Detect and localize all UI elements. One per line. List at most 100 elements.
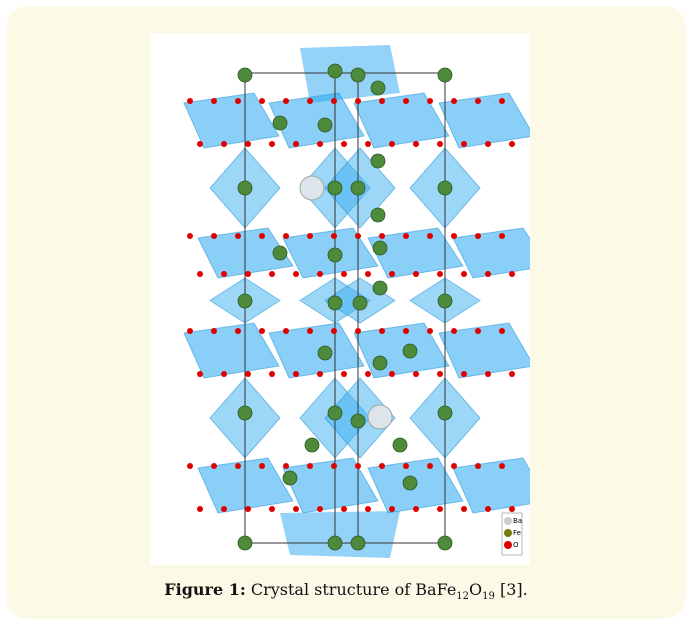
o-atom [221,141,227,147]
fe-atom [273,246,287,260]
o-atom [365,506,371,512]
o-atom [197,271,203,277]
o-atom [221,271,227,277]
fe-atom [371,154,385,168]
fe-atom [328,406,342,420]
o-atom [307,233,313,239]
o-atom [211,463,217,469]
o-atom [485,271,491,277]
o-atom [283,328,289,334]
o-atom [437,506,443,512]
o-atom [331,463,337,469]
o-atom [389,506,395,512]
o-atom [461,506,467,512]
fe-atom [318,346,332,360]
o-atom [259,463,265,469]
o-atom [283,463,289,469]
o-atom [197,141,203,147]
fe-atom [238,406,252,420]
caption-text: O [469,580,482,599]
fe-atom [273,116,287,130]
fe-atom [328,64,342,78]
o-atom [403,463,409,469]
o-atom [341,141,347,147]
o-atom [283,233,289,239]
polyhedron [453,228,530,278]
o-atom [403,98,409,104]
o-atom [245,371,251,377]
o-atom [485,506,491,512]
o-atom [245,141,251,147]
fe-atom [353,296,367,310]
o-atom [293,371,299,377]
o-atom [245,271,251,277]
o-atom [451,98,457,104]
o-atom [509,371,515,377]
caption-text: Crystal structure of BaFe [251,580,456,599]
legend-label: Ba [513,517,522,525]
o-atom [355,328,361,334]
o-atom [269,271,275,277]
polyhedron [283,458,378,513]
o-atom [221,506,227,512]
o-atom [461,371,467,377]
o-atom [293,271,299,277]
o-atom [403,328,409,334]
fe-atom [403,476,417,490]
fe-atom [373,281,387,295]
fe-atom [438,294,452,308]
ba-atom [300,176,324,200]
o-atom [187,328,193,334]
crystal-art [184,45,530,558]
o-atom [437,141,443,147]
o-atom [355,233,361,239]
o-atom [427,328,433,334]
o-atom [317,271,323,277]
o-atom [451,463,457,469]
o-atom [197,371,203,377]
fe-atom [238,68,252,82]
polyhedron [453,458,530,513]
o-atom [389,371,395,377]
o-atom [509,506,515,512]
o-atom [235,98,241,104]
polyhedron [300,45,400,103]
o-atom [365,271,371,277]
o-atom [427,98,433,104]
o-atom [365,141,371,147]
o-atom [499,233,505,239]
o-atom [403,233,409,239]
o-atom [509,141,515,147]
legend-label: O [513,541,519,549]
o-atom [451,328,457,334]
o-atom [235,233,241,239]
o-atom [485,371,491,377]
fe-atom [438,406,452,420]
fe-atom [373,356,387,370]
o-atom [379,328,385,334]
o-atom [293,141,299,147]
o-atom [221,371,227,377]
fe-atom [238,294,252,308]
fe-atom [438,536,452,550]
o-atom [475,463,481,469]
legend-label: Fe [513,529,521,537]
o-atom [269,506,275,512]
fe-atom [371,208,385,222]
o-atom [331,233,337,239]
o-atom [475,233,481,239]
fe-atom [238,536,252,550]
o-atom [379,98,385,104]
fe-atom [403,344,417,358]
fe-atom [351,414,365,428]
page: {"figure": {"label": "Figure 1:", "capti… [0,0,692,627]
o-atom [355,463,361,469]
o-atom [485,141,491,147]
o-atom [187,233,193,239]
o-atom [437,371,443,377]
caption-text: [3]. [495,580,528,599]
subscript: 19 [482,591,495,602]
crystal-structure-image: Ba Fe O [150,33,530,565]
o-atom [499,98,505,104]
fe-atom [328,248,342,262]
